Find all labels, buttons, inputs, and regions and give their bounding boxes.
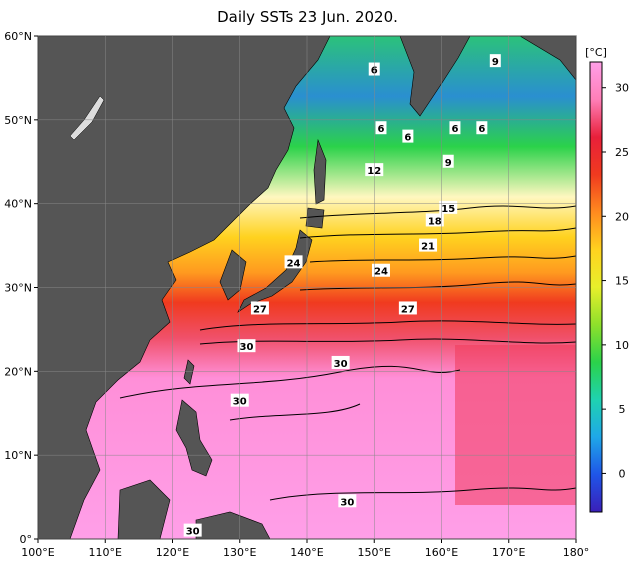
contour-label-text: 18 [428, 216, 442, 227]
contour-label-text: 21 [421, 242, 435, 253]
contour-label-box [449, 121, 461, 135]
contour-label-box [442, 154, 454, 168]
contour-label-box [398, 301, 417, 315]
contour-label-box [338, 494, 357, 508]
contour-label-box [183, 523, 202, 537]
contour-label-box [419, 238, 438, 252]
land-asia [38, 36, 331, 539]
contour-label: 27 [250, 301, 269, 315]
x-tick-label: 110°E [89, 546, 122, 559]
x-tick-label: 160°E [425, 546, 458, 559]
x-tick-label: 140°E [290, 546, 323, 559]
colorbar-tick-label: 30 [615, 82, 629, 95]
contour-label-text: 6 [451, 124, 458, 135]
colorbar-ticks: 0 5 10 15 20 25 30 [602, 82, 629, 480]
contour-label-box [284, 255, 303, 269]
contour-label: 30 [237, 339, 256, 353]
contour-label: 30 [338, 494, 357, 508]
x-tick-label: 100°E [21, 546, 54, 559]
contour-label-text: 6 [377, 124, 384, 135]
contour-label-box [476, 121, 488, 135]
colorbar-tick-label: 10 [615, 339, 629, 352]
contour-label: 24 [284, 255, 303, 269]
contour-label-text: 6 [478, 124, 485, 135]
contour-label-text: 27 [253, 304, 267, 315]
contour-label-text: 9 [492, 57, 499, 68]
contour-label: 6 [402, 129, 414, 144]
contour-label-text: 30 [186, 527, 200, 538]
contour-label-text: 9 [445, 158, 452, 169]
contour-label: 9 [489, 54, 501, 68]
y-tick-label: 0° [20, 533, 33, 546]
land-sakhalin [313, 138, 327, 205]
contour-label: 18 [425, 213, 444, 227]
contour-label: 6 [375, 121, 387, 135]
contour-label: 30 [183, 523, 202, 538]
contour-label-text: 30 [334, 359, 348, 370]
y-tick-label: 50°N [4, 114, 32, 127]
contour-label-text: 15 [441, 204, 455, 215]
colorbar-unit: [°C] [585, 46, 607, 59]
y-tick-label: 30°N [4, 282, 32, 295]
contour-label-box [489, 54, 501, 68]
contour-label-box [439, 200, 458, 214]
x-tick-label: 150°E [358, 546, 391, 559]
contour-label-text: 27 [401, 304, 415, 315]
colorbar-tick-label: 0 [619, 467, 626, 480]
contour-label-box [402, 129, 414, 143]
contour-label: 27 [398, 301, 417, 315]
contour-label-box [425, 213, 444, 227]
y-tick-label: 10°N [4, 449, 32, 462]
y-tick-label: 60°N [4, 30, 32, 43]
contour-label: 9 [442, 154, 454, 169]
contour-label: 24 [371, 263, 390, 278]
colorbar-tick-label: 5 [619, 403, 626, 416]
isotherms [119, 205, 576, 501]
colorbar [589, 61, 603, 513]
contour-label: 30 [331, 355, 350, 370]
y-tick-label: 20°N [4, 365, 32, 378]
axis-layer: 100°E 110°E 120°E 130°E 140°E 150°E 160°E 170°E… [4, 30, 589, 559]
colorbar-tick-label: 25 [615, 146, 629, 159]
colorbar-tick-label: 15 [615, 275, 629, 288]
x-tick-label: 120°E [156, 546, 189, 559]
contour-label-box [237, 339, 256, 353]
contour-label-box [331, 355, 350, 369]
contour-label: 15 [439, 200, 458, 215]
contour-label: 6 [449, 121, 461, 135]
x-tick-label: 170°E [492, 546, 525, 559]
land-taiwan [183, 359, 195, 385]
y-tick-label: 40°N [4, 198, 32, 211]
map-title: Daily SSTs 23 Jun. 2020. [217, 8, 398, 26]
warm-pool [455, 345, 576, 505]
contour-label-box [375, 121, 387, 135]
contour-label-text: 24 [287, 258, 301, 269]
land-northeast [519, 36, 576, 81]
land-kamchatka [399, 36, 471, 117]
x-tick-label: 180° [563, 546, 590, 559]
contour-label-text: 6 [404, 133, 411, 144]
contour-label-box [371, 263, 390, 277]
land-philippines [175, 399, 213, 477]
contour-label-text: 30 [340, 497, 354, 508]
contour-label-box [250, 301, 269, 315]
contour-label-text: 24 [374, 267, 388, 278]
colorbar-tick-label: 20 [615, 210, 629, 223]
x-tick-label: 130°E [223, 546, 256, 559]
contour-label: 6 [476, 121, 488, 135]
land-borneo [117, 479, 171, 539]
contour-label-text: 30 [240, 342, 254, 353]
contour-label: 21 [419, 238, 438, 253]
